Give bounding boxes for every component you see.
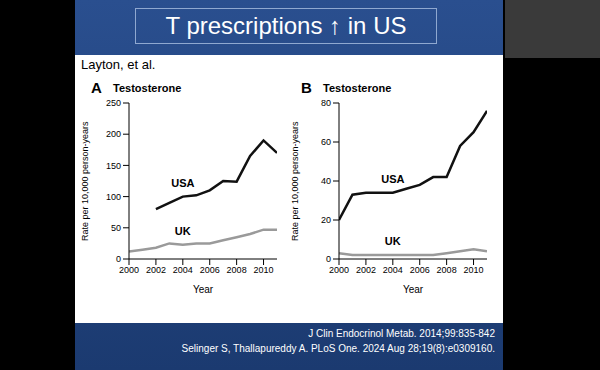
- svg-text:2006: 2006: [410, 265, 430, 275]
- svg-text:2002: 2002: [146, 265, 166, 275]
- svg-text:2008: 2008: [437, 265, 457, 275]
- svg-text:150: 150: [106, 161, 121, 171]
- svg-text:Rate per 10,000 person-years: Rate per 10,000 person-years: [80, 121, 90, 241]
- svg-text:200: 200: [106, 129, 121, 139]
- html-text:Selinger S, Thallapureddy A. P: Selinger S, Thallapureddy A. PLoS One. 2…: [181, 343, 495, 354]
- html-text:Layton, et al.: Layton, et al.: [81, 57, 156, 72]
- svg-text:Year: Year: [403, 284, 424, 295]
- html-text:J Clin Endocrinol Metab. 2014;: J Clin Endocrinol Metab. 2014;99:835-842: [308, 328, 495, 339]
- svg-text:2010: 2010: [464, 265, 484, 275]
- svg-text:50: 50: [111, 223, 121, 233]
- svg-text:USA: USA: [171, 177, 194, 189]
- svg-text:Rate per 10,000 person-years: Rate per 10,000 person-years: [290, 121, 300, 241]
- svg-text:UK: UK: [385, 235, 401, 247]
- svg-text:80: 80: [321, 98, 331, 108]
- svg-text:0: 0: [326, 254, 331, 264]
- html-text:T prescriptions ↑ in US: T prescriptions ↑ in US: [165, 12, 407, 39]
- svg-text:Year: Year: [193, 284, 214, 295]
- svg-text:100: 100: [106, 192, 121, 202]
- svg-text:2006: 2006: [200, 265, 220, 275]
- html-text:A: A: [91, 79, 102, 96]
- svg-text:2004: 2004: [383, 265, 403, 275]
- svg-text:40: 40: [321, 176, 331, 186]
- svg-text:20: 20: [321, 215, 331, 225]
- svg-text:60: 60: [321, 137, 331, 147]
- svg-text:UK: UK: [175, 225, 191, 237]
- svg-text:2008: 2008: [227, 265, 247, 275]
- html-text:B: B: [301, 79, 312, 96]
- svg-text:2000: 2000: [119, 265, 139, 275]
- svg-text:2010: 2010: [254, 265, 274, 275]
- svg-text:250: 250: [106, 98, 121, 108]
- svg-text:USA: USA: [381, 173, 404, 185]
- svg-text:2002: 2002: [356, 265, 376, 275]
- svg-text:0: 0: [116, 254, 121, 264]
- svg-text:2000: 2000: [329, 265, 349, 275]
- html-text:Testosterone: Testosterone: [323, 82, 392, 94]
- html-text:Testosterone: Testosterone: [113, 82, 182, 94]
- svg-text:2004: 2004: [173, 265, 193, 275]
